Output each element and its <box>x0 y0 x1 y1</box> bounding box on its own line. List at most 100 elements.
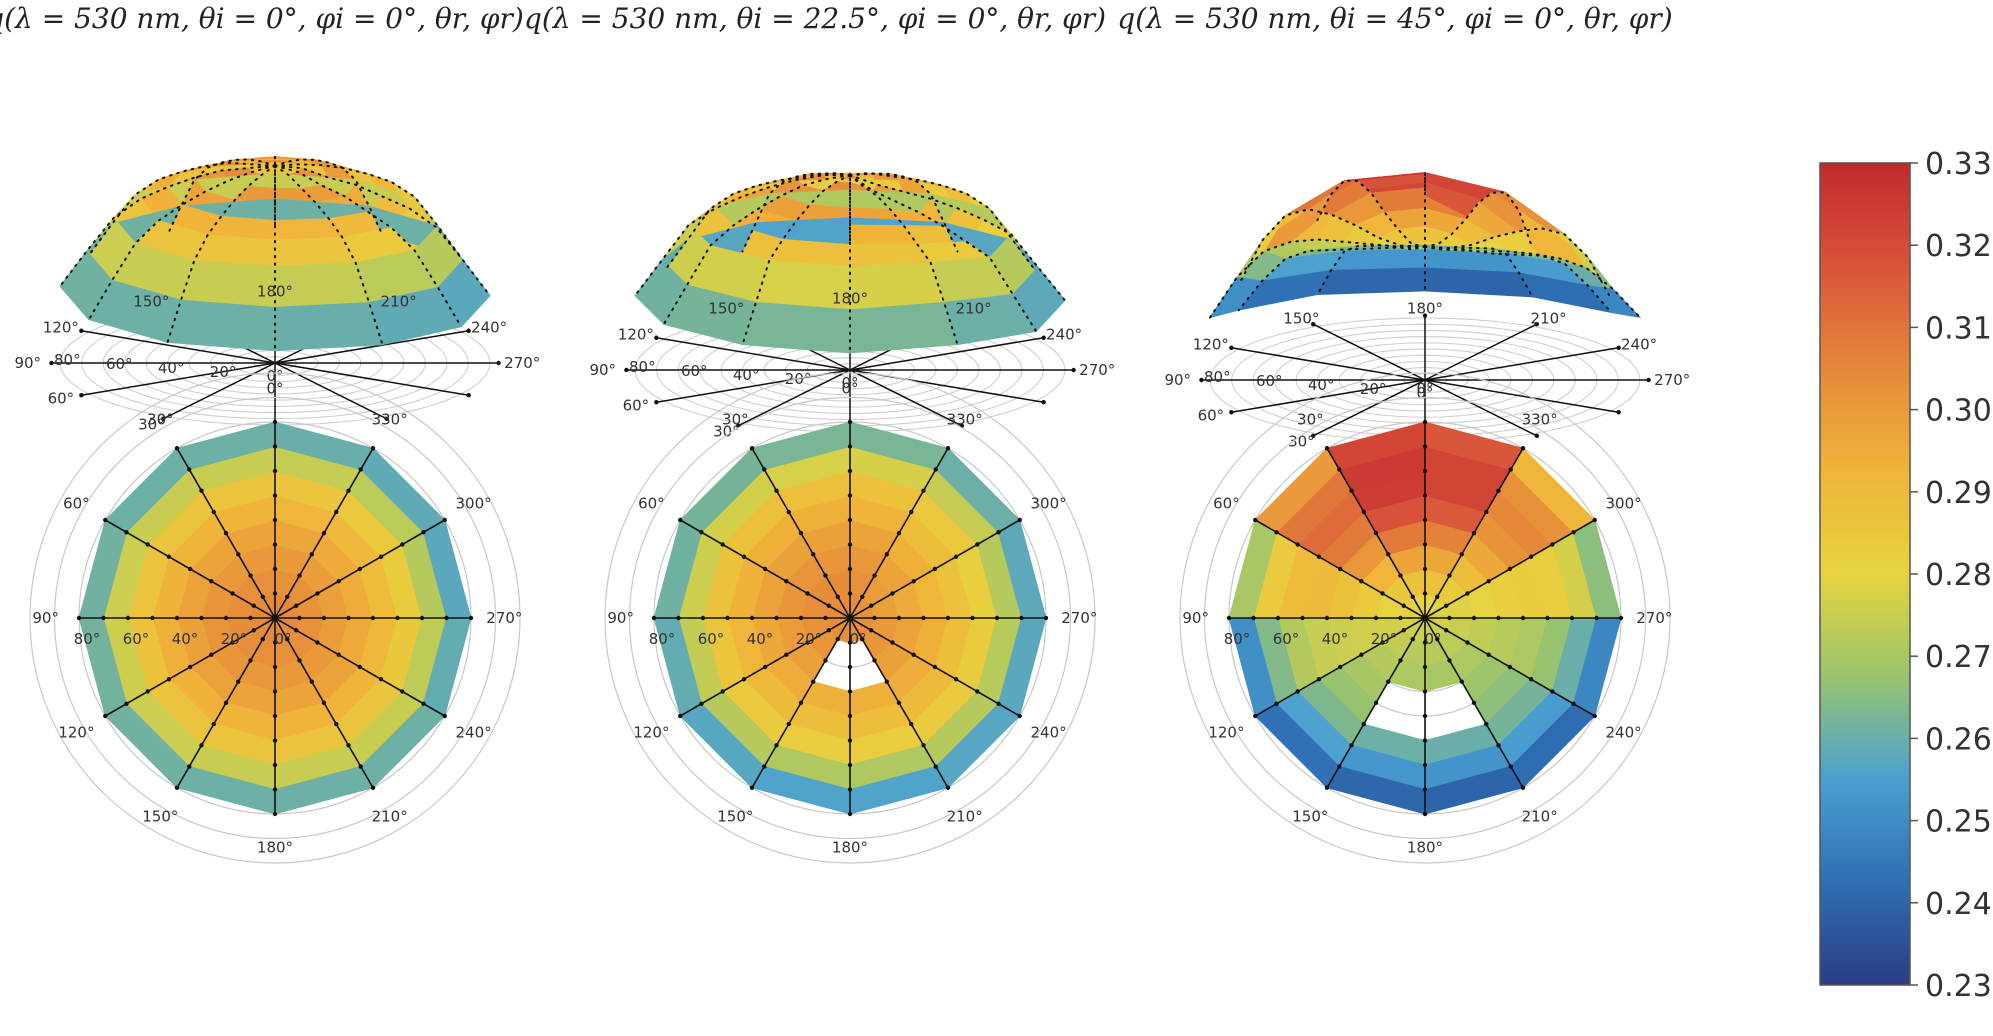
base-spoke <box>656 337 851 371</box>
sample-point <box>297 573 302 578</box>
sample-point <box>1528 554 1534 559</box>
sample-point <box>272 615 278 621</box>
phi-tick-label: 60° <box>638 494 665 512</box>
sample-point <box>166 554 172 559</box>
base-spoke <box>274 330 469 364</box>
phi-tick-label: 60° <box>48 390 75 408</box>
sample-point <box>860 637 865 642</box>
sample-point <box>251 603 256 608</box>
sample-point <box>826 603 831 608</box>
sample-point <box>896 530 902 536</box>
sample-point <box>847 444 853 449</box>
theta-tick-label: 60° <box>123 630 150 648</box>
sample-point <box>798 700 804 706</box>
sample-point <box>1398 573 1403 578</box>
sample-point <box>1373 530 1379 536</box>
sample-point <box>1422 517 1428 523</box>
phi-tick-label: 150° <box>133 292 169 310</box>
sample-point <box>357 566 363 572</box>
colorbar: 0.3300 0.3200 0.3100 0.3000 0.2900 0.2800 0.27… <box>1819 147 1993 1004</box>
theta-tick-label: 60° <box>681 362 708 380</box>
sample-point <box>1251 615 1256 621</box>
phi-tick-label: 180° <box>832 838 868 856</box>
sample-point <box>315 591 320 596</box>
surface-cell <box>166 299 276 352</box>
sample-point <box>1274 701 1279 706</box>
phi-tick-label: 30° <box>138 416 165 434</box>
phi-tick-label: 150° <box>1292 808 1328 826</box>
phi-tick-label: 270° <box>1061 609 1097 627</box>
phi-tick-label: 60° <box>1213 494 1240 512</box>
sample-point <box>805 640 810 645</box>
sample-point <box>285 637 290 642</box>
polar-plot-3: 0° 30° 60° 90° 120° 150° 180° 210° 240° 270° 300° 3… <box>1179 372 1672 864</box>
theta-tick-label: 40° <box>747 630 774 648</box>
sample-point <box>847 591 853 596</box>
sample-point <box>1410 637 1415 642</box>
colorbar-tick-label: 0.2400 <box>1925 887 1993 922</box>
phi-tick-label: 180° <box>1407 300 1443 318</box>
theta-tick-label: 60° <box>698 630 725 648</box>
sample-point <box>103 713 108 719</box>
sample-point <box>847 615 853 621</box>
sample-point <box>272 664 278 670</box>
sample-point <box>847 664 853 670</box>
sample-point <box>321 615 327 621</box>
sample-point <box>334 509 339 515</box>
sample-point <box>442 517 447 523</box>
sample-point <box>872 615 877 621</box>
sample-point <box>211 721 216 727</box>
sample-point <box>294 603 299 608</box>
base-spoke <box>274 362 469 396</box>
surface-meridian <box>1237 208 1426 286</box>
sample-point <box>1471 615 1477 621</box>
sample-point <box>378 554 384 559</box>
phi-tick-label: 210° <box>381 292 417 310</box>
polar-grid-ring <box>1179 372 1671 864</box>
surface-meridian <box>274 158 384 236</box>
sample-point <box>884 679 889 684</box>
sample-point <box>700 615 706 621</box>
surface-meridian <box>849 174 959 346</box>
sample-point <box>468 615 474 621</box>
sample-point <box>166 677 172 682</box>
sample-point <box>1592 517 1597 523</box>
surface-meridian <box>274 163 463 259</box>
sample-point <box>1447 573 1452 578</box>
panel-title-2: q(λ = 530 nm, θi = 22.5°, φi = 0°, θr, φ… <box>524 2 1106 35</box>
sample-point <box>798 615 804 621</box>
surface-cell <box>1316 267 1426 295</box>
sample-point <box>1422 811 1428 817</box>
base-spoke <box>1312 379 1426 437</box>
phi-tick-label: 60° <box>623 397 650 415</box>
base-spoke-end <box>79 328 84 333</box>
phi-tick-label: 210° <box>947 808 983 826</box>
sample-point <box>260 594 265 599</box>
sample-point <box>774 488 779 493</box>
sample-point <box>1507 566 1513 572</box>
sample-point <box>1508 467 1513 472</box>
sample-point <box>1496 488 1501 493</box>
sample-point <box>1373 615 1379 621</box>
sample-point <box>1435 594 1440 599</box>
theta-tick-label: 20° <box>1360 380 1387 398</box>
sample-point <box>869 603 874 608</box>
sample-point <box>248 573 253 578</box>
sample-point <box>762 664 768 670</box>
sample-point <box>1043 615 1049 621</box>
sample-point <box>1300 615 1305 621</box>
phi-tick-label: 270° <box>486 609 522 627</box>
phi-tick-label: 330° <box>1522 410 1558 428</box>
theta-tick-label: 40° <box>733 366 760 384</box>
surface-meridian <box>849 174 1066 302</box>
base-spoke-end <box>1311 433 1316 439</box>
sample-point <box>174 615 180 621</box>
sample-point <box>187 664 193 670</box>
sample-point <box>230 640 235 645</box>
sample-point <box>932 566 938 572</box>
sample-point <box>1496 743 1501 748</box>
sample-point <box>1349 743 1354 748</box>
sample-point <box>248 615 253 621</box>
sample-point <box>1569 615 1575 621</box>
phi-tick-label: 240° <box>456 724 492 742</box>
